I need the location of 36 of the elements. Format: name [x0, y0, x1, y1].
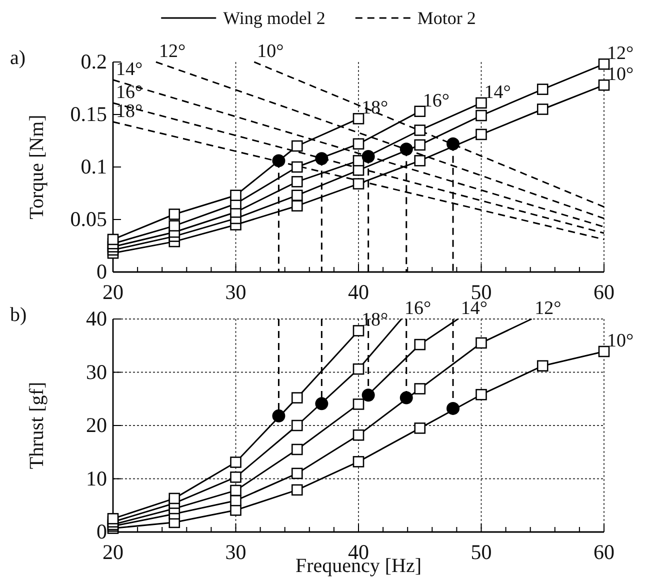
annotation: 10° — [607, 64, 634, 86]
y-tick-label: 20 — [86, 413, 107, 438]
annotation: 16° — [404, 298, 432, 319]
y-tick-label: 10 — [86, 466, 107, 490]
annotation: 12° — [607, 43, 634, 64]
x-tick-label: 60 — [594, 280, 614, 304]
x-tick-label: 50 — [470, 540, 492, 564]
text: b) — [10, 304, 27, 326]
legend-label: Motor 2 — [417, 8, 476, 28]
y-axis-title: Thrust [gf] — [26, 382, 48, 470]
x-tick-label: 40 — [348, 280, 369, 304]
y-tick-label: 0.15 — [70, 102, 107, 126]
y-tick-label: 0 — [96, 260, 107, 284]
annotation: 12° — [534, 298, 562, 319]
annotation: 16° — [116, 82, 143, 103]
annotation: 10° — [257, 41, 284, 62]
x-tick-label: 60 — [594, 540, 614, 564]
y-tick-label: 30 — [86, 360, 107, 384]
y-tick-label: 0.05 — [70, 207, 107, 232]
y-tick-label: 40 — [86, 306, 107, 331]
annotation: 16° — [422, 90, 450, 112]
x-tick-label: 30 — [225, 280, 246, 304]
x-tick-label: 30 — [225, 540, 246, 564]
annotation: 12° — [158, 41, 186, 62]
y-tick-label: 0 — [96, 520, 107, 544]
annotation: 18° — [116, 100, 143, 122]
y-tick-label: 0.2 — [80, 50, 107, 74]
y-tick-label: 0.1 — [80, 154, 107, 179]
annotation: 10° — [607, 330, 634, 352]
text: a) — [10, 47, 26, 69]
annotation: 14° — [116, 58, 143, 80]
legend-label: Wing model 2 — [223, 8, 326, 28]
annotation: 18° — [362, 310, 388, 331]
y-axis-title: Torque [Nm] — [26, 114, 48, 220]
annotation: 14° — [484, 82, 511, 103]
annotation: 18° — [362, 98, 388, 119]
